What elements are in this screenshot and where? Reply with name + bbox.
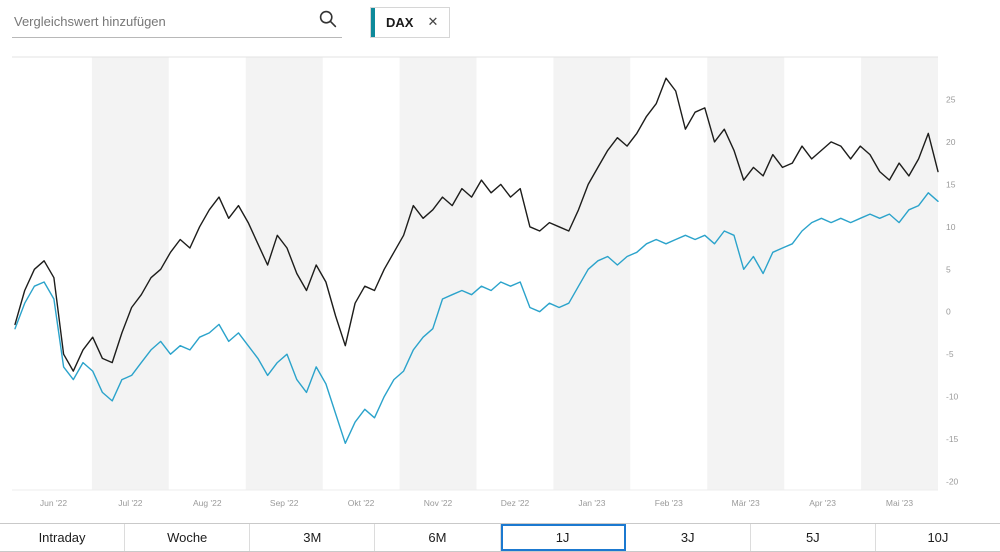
series-line-primary [14,77,939,372]
range-tab-woche[interactable]: Woche [125,524,251,551]
range-tab-1j[interactable]: 1J [500,524,626,551]
x-tick-label: Dez '22 [501,498,530,508]
y-tick-label: -15 [946,434,959,444]
x-tick-label: Jan '23 [578,498,605,508]
price-chart[interactable]: 25 20 15 10 5 0 -5 -10 -15 -20 Jun '22 Jul '22 Aug '… [0,44,1000,523]
y-tick-label: -20 [946,477,959,487]
range-tab-10j[interactable]: 10J [875,524,1000,551]
y-tick-label: -5 [946,349,954,359]
chip-label: DAX [386,14,414,30]
range-tab-intraday[interactable]: Intraday [0,524,126,551]
y-tick-label: -10 [946,392,959,402]
x-tick-label: Jun '22 [40,498,67,508]
month-band [245,57,323,490]
chip-close-icon[interactable]: ✕ [423,8,449,37]
series-line-dax [14,192,939,444]
range-selector: Intraday Woche 3M 6M 1J 3J 5J 10J [0,523,1000,552]
y-tick-label: 0 [946,307,951,317]
x-tick-label: Sep '22 [270,498,299,508]
range-tab-3j[interactable]: 3J [625,524,751,551]
month-band [707,57,785,490]
compare-search-input[interactable] [12,14,342,37]
y-tick-label: 25 [946,95,956,105]
x-tick-label: Nov '22 [424,498,453,508]
range-tab-6m[interactable]: 6M [375,524,501,551]
comparison-chip-dax: DAX ✕ [370,6,451,38]
month-band [91,57,169,490]
x-tick-label: Feb '23 [655,498,683,508]
x-tick-label: Okt '22 [348,498,375,508]
x-tick-label: Mär '23 [732,498,760,508]
x-tick-label: Aug '22 [193,498,222,508]
compare-toolbar: DAX ✕ [0,0,1000,44]
x-tick-label: Apr '23 [809,498,836,508]
chip-accent-bar [371,7,375,37]
y-tick-label: 5 [946,264,951,274]
y-tick-label: 20 [946,137,956,147]
month-band [553,57,631,490]
range-tab-3m[interactable]: 3M [250,524,376,551]
y-tick-label: 15 [946,179,956,189]
chart-canvas[interactable]: 25 20 15 10 5 0 -5 -10 -15 -20 Jun '22 Jul '22 Aug '… [0,44,1000,523]
y-tick-label: 10 [946,222,956,232]
month-band [861,57,938,490]
range-tab-5j[interactable]: 5J [750,524,876,551]
x-tick-label: Jul '22 [118,498,143,508]
month-band [399,57,477,490]
search-icon[interactable] [318,9,338,29]
x-tick-label: Mai '23 [886,498,913,508]
compare-search [12,6,342,38]
